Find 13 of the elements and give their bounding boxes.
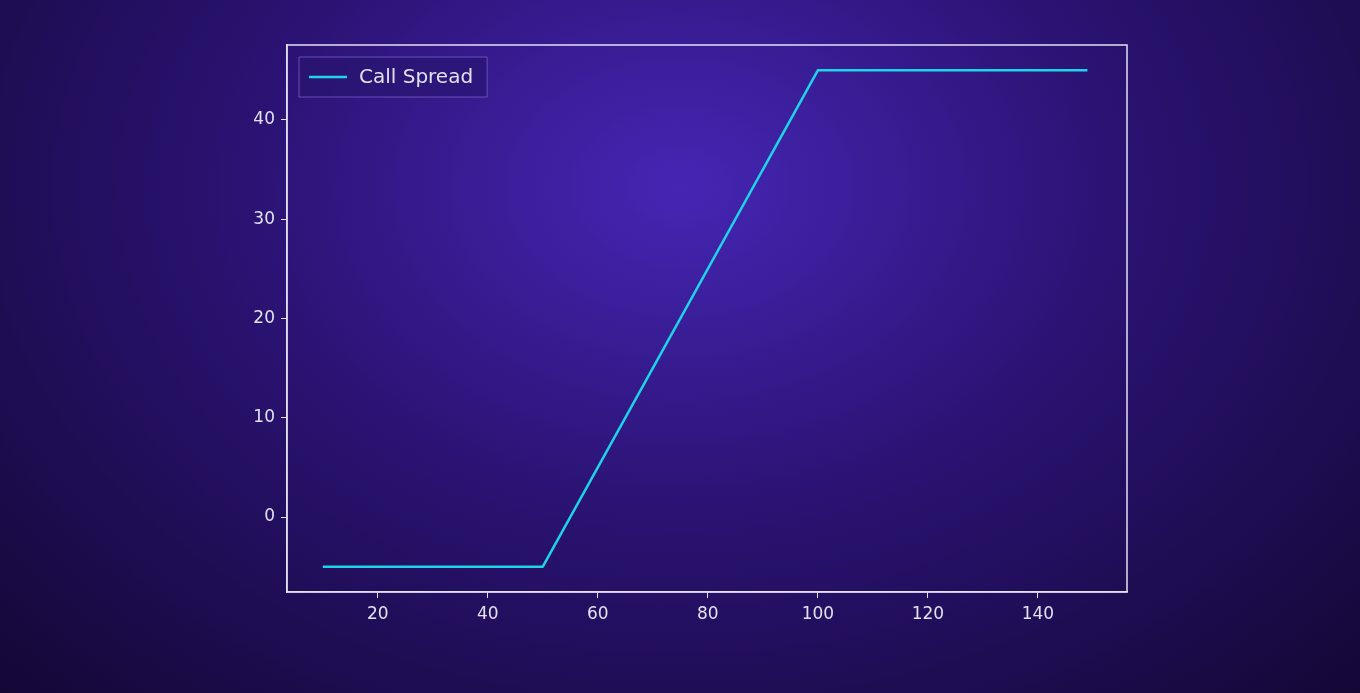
- x-tick-label: 100: [801, 602, 835, 623]
- y-tick-label: 30: [253, 207, 275, 228]
- x-tick-label: 40: [476, 602, 499, 623]
- y-tick-label: 40: [253, 108, 275, 129]
- x-tick-label: 80: [697, 602, 719, 623]
- x-tick-label: 120: [911, 602, 945, 623]
- y-tick-label: 20: [253, 306, 275, 327]
- x-tick-label: 20: [366, 602, 389, 623]
- x-tick-label: 60: [586, 602, 609, 623]
- y-tick-label: 10: [253, 406, 275, 427]
- y-tick-label: 0: [264, 505, 275, 526]
- legend-label: Call Spread: [359, 64, 474, 89]
- x-tick-label: 140: [1021, 602, 1055, 623]
